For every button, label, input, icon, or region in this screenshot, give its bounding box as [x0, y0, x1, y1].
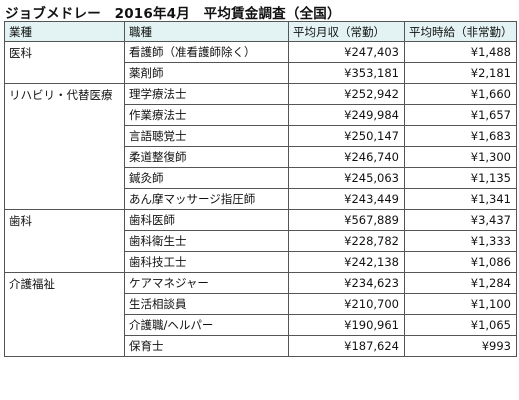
table-row: 歯科 歯科医師 ¥567,889 ¥3,437 — [4, 209, 517, 273]
table-row: 柔道整復師 ¥246,740 ¥1,300 — [5, 146, 517, 168]
job-cell: ケアマネジャー — [124, 272, 289, 294]
table-body: 医科 看護師（准看護師除く） ¥247,403 ¥1,488 薬剤師 ¥353,181 ¥2… — [4, 41, 517, 357]
hourly-wage-cell: ¥1,657 — [404, 104, 517, 126]
header-industry: 業種 — [4, 21, 125, 42]
hourly-wage-cell: ¥1,100 — [404, 293, 517, 315]
industry-cell: 医科 — [4, 41, 125, 84]
industry-cell: 歯科 — [4, 209, 125, 273]
monthly-salary-cell: ¥567,889 — [288, 209, 405, 231]
hourly-wage-cell: ¥1,333 — [404, 230, 517, 252]
job-cell: 介護職/ヘルパー — [124, 314, 289, 336]
monthly-salary-cell: ¥242,138 — [288, 251, 405, 273]
monthly-salary-cell: ¥243,449 — [288, 188, 405, 210]
job-cell: 理学療法士 — [124, 83, 289, 105]
job-cell: あん摩マッサージ指圧師 — [124, 188, 289, 210]
monthly-salary-cell: ¥247,403 — [288, 41, 405, 63]
monthly-salary-cell: ¥234,623 — [288, 272, 405, 294]
monthly-salary-cell: ¥245,063 — [288, 167, 405, 189]
header-job: 職種 — [124, 21, 289, 42]
page-title: ジョブメドレー 2016年4月 平均賃金調査（全国） — [5, 6, 341, 22]
monthly-salary-cell: ¥228,782 — [288, 230, 405, 252]
table-row: あん摩マッサージ指圧師 ¥243,449 ¥1,341 — [5, 188, 517, 210]
monthly-salary-cell: ¥252,942 — [288, 83, 405, 105]
hourly-wage-cell: ¥1,086 — [404, 251, 517, 273]
table-row: リハビリ・代替医療 理学療法士 ¥252,942 ¥1,660 — [4, 83, 517, 210]
industry-cell: リハビリ・代替医療 — [4, 83, 125, 210]
job-cell: 歯科医師 — [124, 209, 289, 231]
hourly-wage-cell: ¥1,488 — [404, 41, 517, 63]
hourly-wage-cell: ¥1,065 — [404, 314, 517, 336]
hourly-wage-cell: ¥1,300 — [404, 146, 517, 168]
hourly-wage-cell: ¥3,437 — [404, 209, 517, 231]
table-row: 歯科技工士 ¥242,138 ¥1,086 — [5, 251, 517, 273]
header-monthly-salary: 平均月収（常勤） — [288, 21, 405, 42]
hourly-wage-cell: ¥1,284 — [404, 272, 517, 294]
monthly-salary-cell: ¥187,624 — [288, 335, 405, 357]
header-hourly-wage: 平均時給（非常勤） — [404, 21, 517, 42]
hourly-wage-cell: ¥1,660 — [404, 83, 517, 105]
industry-cell: 介護福祉 — [4, 272, 125, 357]
monthly-salary-cell: ¥353,181 — [288, 62, 405, 84]
job-cell: 看護師（准看護師除く） — [124, 41, 289, 63]
table-row: 作業療法士 ¥249,984 ¥1,657 — [5, 104, 517, 126]
job-cell: 柔道整復師 — [124, 146, 289, 168]
monthly-salary-cell: ¥246,740 — [288, 146, 405, 168]
job-cell: 薬剤師 — [124, 62, 289, 84]
job-cell: 歯科技工士 — [124, 251, 289, 273]
table-row: 保育士 ¥187,624 ¥993 — [5, 335, 517, 357]
monthly-salary-cell: ¥249,984 — [288, 104, 405, 126]
job-cell: 鍼灸師 — [124, 167, 289, 189]
table-row: 鍼灸師 ¥245,063 ¥1,135 — [5, 167, 517, 189]
monthly-salary-cell: ¥190,961 — [288, 314, 405, 336]
job-cell: 言語聴覚士 — [124, 125, 289, 147]
job-cell: 生活相談員 — [124, 293, 289, 315]
monthly-salary-cell: ¥210,700 — [288, 293, 405, 315]
hourly-wage-cell: ¥1,135 — [404, 167, 517, 189]
table-row: 医科 看護師（准看護師除く） ¥247,403 ¥1,488 — [4, 41, 517, 84]
table-row: 介護福祉 ケアマネジャー ¥234,623 ¥1,284 — [4, 272, 517, 357]
table-row: 歯科衛生士 ¥228,782 ¥1,333 — [5, 230, 517, 252]
hourly-wage-cell: ¥993 — [404, 335, 517, 357]
hourly-wage-cell: ¥1,683 — [404, 125, 517, 147]
monthly-salary-cell: ¥250,147 — [288, 125, 405, 147]
header-row: 業種 職種 平均月収（常勤） 平均時給（非常勤） — [4, 21, 517, 42]
hourly-wage-cell: ¥2,181 — [404, 62, 517, 84]
job-cell: 作業療法士 — [124, 104, 289, 126]
job-cell: 保育士 — [124, 335, 289, 357]
salary-table: 業種 職種 平均月収（常勤） 平均時給（非常勤） 医科 看護師（准看護師除く） ¥2… — [4, 21, 517, 357]
table-row: 生活相談員 ¥210,700 ¥1,100 — [5, 293, 517, 315]
hourly-wage-cell: ¥1,341 — [404, 188, 517, 210]
job-cell: 歯科衛生士 — [124, 230, 289, 252]
